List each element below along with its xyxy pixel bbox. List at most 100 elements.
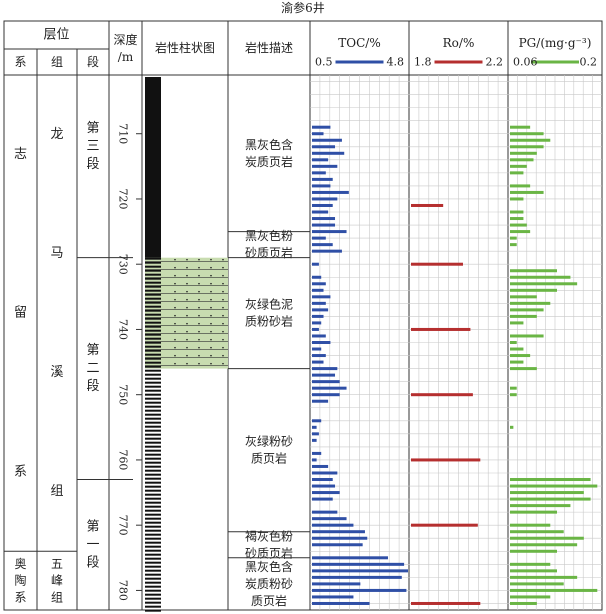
series-bar — [312, 464, 329, 468]
pattern-dot — [222, 330, 224, 333]
pattern-dot — [174, 258, 176, 261]
depth-tick-label: 710 — [117, 123, 130, 144]
pattern-dot — [222, 338, 224, 341]
series-bar — [510, 243, 517, 247]
series-bar — [510, 530, 564, 534]
shale-strip-line — [145, 525, 161, 528]
pattern-dot — [174, 274, 176, 277]
lithology-description: 砂质页岩 — [245, 545, 293, 560]
series-bar — [510, 321, 524, 325]
pattern-dot — [210, 322, 212, 325]
series-bar — [312, 184, 331, 188]
shale-strip-line — [145, 325, 161, 328]
formation-char: 组 — [50, 484, 63, 499]
shale-strip-line — [145, 533, 161, 536]
series-name-label: Ro/% — [443, 36, 475, 50]
shale-strip-line — [145, 389, 161, 392]
pattern-dot — [186, 338, 188, 341]
series-bar — [510, 582, 564, 586]
shale-strip-line — [145, 273, 161, 276]
series-bar — [312, 582, 361, 586]
series-bars — [312, 125, 408, 605]
series-bar — [510, 354, 531, 358]
shale-strip-line — [145, 433, 161, 436]
series-bar — [312, 275, 322, 279]
member-char: 第 — [86, 121, 99, 136]
pattern-dot — [198, 274, 200, 277]
well-title: 渝参6井 — [281, 1, 325, 15]
pattern-dot — [222, 298, 224, 301]
pattern-dot — [174, 306, 176, 309]
shale-strip-line — [145, 445, 161, 448]
shale-strip-line — [145, 277, 161, 280]
header-strata: 层位 — [43, 28, 69, 43]
series-bar — [312, 249, 342, 253]
shale-strip-line — [145, 469, 161, 472]
series-bar — [312, 530, 365, 534]
lithology-description: 褐灰色粉 — [245, 528, 293, 543]
pattern-dot — [210, 290, 212, 293]
shale-strip-line — [145, 289, 161, 292]
lithology-description: 炭质粉砂 — [245, 577, 293, 591]
series-bar — [312, 243, 333, 247]
track-grid — [409, 75, 508, 610]
series-bar — [411, 458, 481, 462]
series-max-label: 2.2 — [486, 56, 504, 69]
shale-strip-line — [145, 505, 161, 508]
shale-strip-line — [145, 333, 161, 336]
shale-strip-line — [145, 565, 161, 568]
series-bar — [510, 425, 514, 429]
series-bar — [510, 308, 544, 312]
series-bar — [312, 569, 408, 573]
series-bar — [510, 138, 551, 142]
shale-strip-line — [145, 481, 161, 484]
shale-strip-line — [145, 313, 161, 316]
shale-strip-line — [145, 393, 161, 396]
shale-strip-line — [145, 453, 161, 456]
series-bar — [312, 595, 354, 599]
series-bar — [510, 145, 544, 149]
pattern-dot — [198, 354, 200, 357]
pattern-dot — [186, 274, 188, 277]
series-bar — [510, 393, 517, 397]
lithology-description: 炭质页岩 — [245, 154, 293, 169]
shale-strip-line — [145, 429, 161, 432]
pattern-dot — [210, 258, 212, 261]
shale-strip-line — [145, 297, 161, 300]
shale-strip-line — [145, 485, 161, 488]
shale-strip — [145, 77, 161, 612]
system-char: 志 — [14, 147, 27, 162]
shale-strip-line — [145, 337, 161, 340]
shale-strip-line — [145, 417, 161, 420]
series-name-label: PG/(mg·g⁻³) — [519, 36, 592, 50]
pattern-dot — [174, 282, 176, 285]
series-bar — [510, 236, 517, 240]
pattern-dot — [174, 298, 176, 301]
lithology-description: 质页岩 — [251, 451, 287, 466]
lithology-description: 黑灰色含 — [245, 559, 293, 574]
series-bar — [510, 275, 571, 279]
series-bar — [510, 386, 517, 390]
shale-strip-line — [145, 293, 161, 296]
lithology-description: 质页岩 — [251, 593, 287, 608]
shale-strip-line — [145, 349, 161, 352]
pattern-dot — [210, 346, 212, 349]
series-bar — [312, 523, 354, 527]
lithology-description: 砂质页岩 — [245, 245, 293, 260]
series-bar — [312, 491, 340, 495]
series-bar — [312, 354, 326, 358]
shale-strip-line — [145, 449, 161, 452]
series-bar — [510, 575, 578, 579]
shale-strip-line — [145, 381, 161, 384]
series-bar — [312, 236, 326, 240]
pattern-dot — [210, 282, 212, 285]
pattern-dot — [222, 282, 224, 285]
series-bar — [510, 210, 524, 214]
shale-strip-line — [145, 457, 161, 460]
shale-strip-line — [145, 365, 161, 368]
series-bar — [312, 138, 342, 142]
system-char: 留 — [14, 306, 27, 321]
series-bar — [312, 190, 349, 194]
shale-strip-line — [145, 493, 161, 496]
